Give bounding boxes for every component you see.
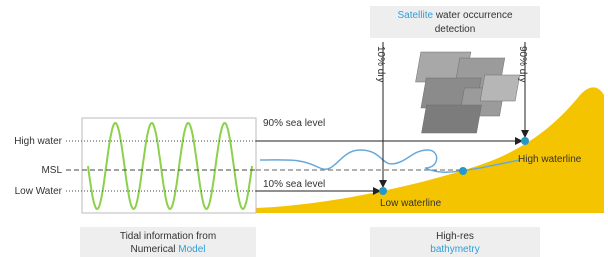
bathymetry-text: High-res <box>436 231 474 242</box>
low-point <box>379 187 387 195</box>
mid-point <box>459 167 467 175</box>
sea-level-label: 10% sea level <box>263 179 325 190</box>
satellite-text: Satellite water occurrence <box>397 10 512 21</box>
waterline-label: High waterline <box>518 154 582 165</box>
dry-label: 10% dry <box>375 46 386 83</box>
tidal-text: Tidal information from <box>120 231 216 242</box>
bathymetry-text: bathymetry <box>430 244 479 255</box>
waterline-label: Low waterline <box>380 198 442 209</box>
satellite-images <box>416 52 520 133</box>
dry-label: 90% dry <box>517 46 528 83</box>
level-label: MSL <box>41 165 62 176</box>
level-label: High water <box>14 136 62 147</box>
high-point <box>521 137 529 145</box>
tidal-text: Numerical Model <box>130 244 205 255</box>
level-label: Low Water <box>15 186 63 197</box>
sea-level-label: 90% sea level <box>263 118 325 129</box>
satellite-text: detection <box>435 24 476 35</box>
diagram: Satellite water occurrence detection Tid… <box>0 0 608 257</box>
tide-box <box>82 118 256 213</box>
